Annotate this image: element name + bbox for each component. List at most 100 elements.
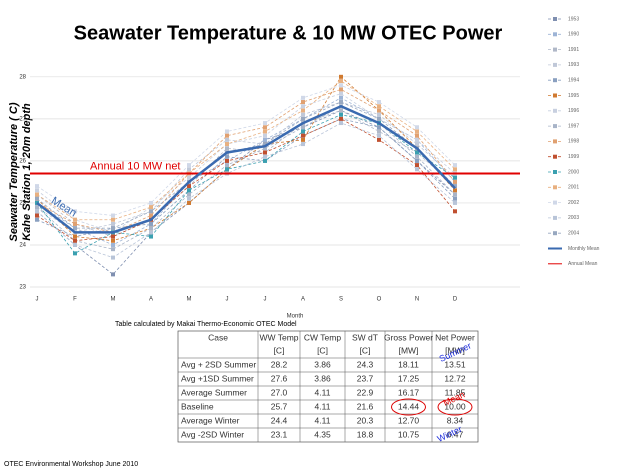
point	[111, 255, 115, 260]
legend-label: 1990	[568, 32, 579, 38]
x-tick-label: A	[149, 297, 153, 303]
point	[187, 200, 191, 205]
legend-label: 1991	[568, 47, 579, 53]
table-cell: 18.8	[357, 429, 374, 439]
chart-title: Seawater Temperature & 10 MW OTEC Power	[74, 22, 503, 44]
table-cell: 27.6	[271, 373, 288, 383]
series-line	[36, 118, 456, 237]
point	[453, 167, 457, 172]
series-line	[36, 122, 456, 259]
legend-label: 1996	[568, 108, 579, 114]
legend-label: 1993	[568, 62, 579, 68]
point	[111, 247, 115, 252]
point	[453, 192, 457, 197]
point	[225, 163, 229, 168]
point	[149, 200, 153, 205]
point	[225, 167, 229, 172]
point	[149, 234, 153, 239]
point	[111, 217, 115, 222]
point	[339, 108, 343, 113]
point	[301, 129, 305, 134]
point	[415, 167, 419, 172]
table-cell: 4.11	[315, 401, 331, 411]
point	[225, 129, 229, 134]
y-tick-label: 24	[19, 243, 26, 249]
point	[149, 221, 153, 226]
point	[111, 226, 115, 231]
legend-marker	[553, 185, 557, 190]
point	[263, 133, 267, 138]
table-cell: 25.7	[271, 401, 288, 411]
point	[263, 142, 267, 147]
series-line	[36, 104, 456, 234]
point	[377, 133, 381, 138]
table-cell: 14.44	[398, 401, 420, 411]
point	[301, 133, 305, 138]
point	[339, 112, 343, 117]
x-tick-label: J	[36, 297, 39, 303]
legend-marker	[553, 215, 557, 220]
point	[111, 234, 115, 239]
table-cell: 18.11	[398, 359, 419, 369]
point	[415, 158, 419, 163]
point	[35, 192, 39, 197]
table-header-unit: [C]	[360, 345, 371, 355]
table-header-unit: [MW]	[399, 345, 419, 355]
point	[263, 158, 267, 163]
table-cell: 12.72	[444, 373, 466, 383]
y-tick-label: 23	[19, 285, 26, 291]
point	[187, 175, 191, 180]
point	[377, 100, 381, 105]
point	[339, 74, 343, 79]
point	[301, 104, 305, 109]
point	[377, 108, 381, 113]
point	[453, 209, 457, 214]
table-cell: 24.4	[271, 415, 288, 425]
table-header: CW Temp	[304, 332, 341, 342]
highlight-circle	[391, 398, 426, 416]
point	[73, 238, 77, 243]
point	[339, 116, 343, 121]
point	[73, 209, 77, 214]
legend-label: 2000	[568, 169, 579, 175]
point	[339, 87, 343, 92]
table-cell: 22.9	[357, 387, 374, 397]
y-tick-label: 27	[19, 116, 26, 122]
point	[415, 163, 419, 168]
point	[339, 91, 343, 96]
series-line	[36, 118, 456, 242]
point	[377, 116, 381, 121]
point	[149, 205, 153, 210]
point	[415, 133, 419, 138]
point	[339, 95, 343, 100]
point	[263, 137, 267, 142]
point	[225, 154, 229, 159]
legend-marker	[553, 78, 557, 83]
table-cell: 6.47	[447, 429, 464, 439]
table-cell: 10.75	[398, 429, 420, 439]
table-cell: 4.35	[314, 429, 331, 439]
x-tick-label: J	[226, 297, 229, 303]
table-frame	[177, 330, 479, 443]
series-line	[36, 110, 456, 237]
point	[225, 137, 229, 142]
point	[73, 242, 77, 247]
table-cell: 4.11	[315, 415, 331, 425]
table-cell: Avg + 2SD Summer	[181, 359, 256, 369]
legend-marker	[553, 200, 557, 205]
table-cell: 11.85	[445, 387, 466, 397]
table-cell: Avg -2SD Winter	[181, 429, 244, 439]
point	[73, 234, 77, 239]
table-cell: Baseline	[181, 401, 214, 411]
table-cell: 12.70	[398, 415, 420, 425]
legend-marker	[553, 170, 557, 174]
legend-marker	[553, 108, 557, 113]
footer: OTEC Environmental Workshop June 2010	[4, 461, 138, 468]
point	[187, 184, 191, 189]
table-header-unit: [MW]	[445, 345, 465, 355]
point	[187, 192, 191, 197]
point	[111, 242, 115, 247]
point	[263, 150, 267, 155]
table-cell: 21.6	[357, 401, 374, 411]
legend-marker	[553, 17, 557, 21]
